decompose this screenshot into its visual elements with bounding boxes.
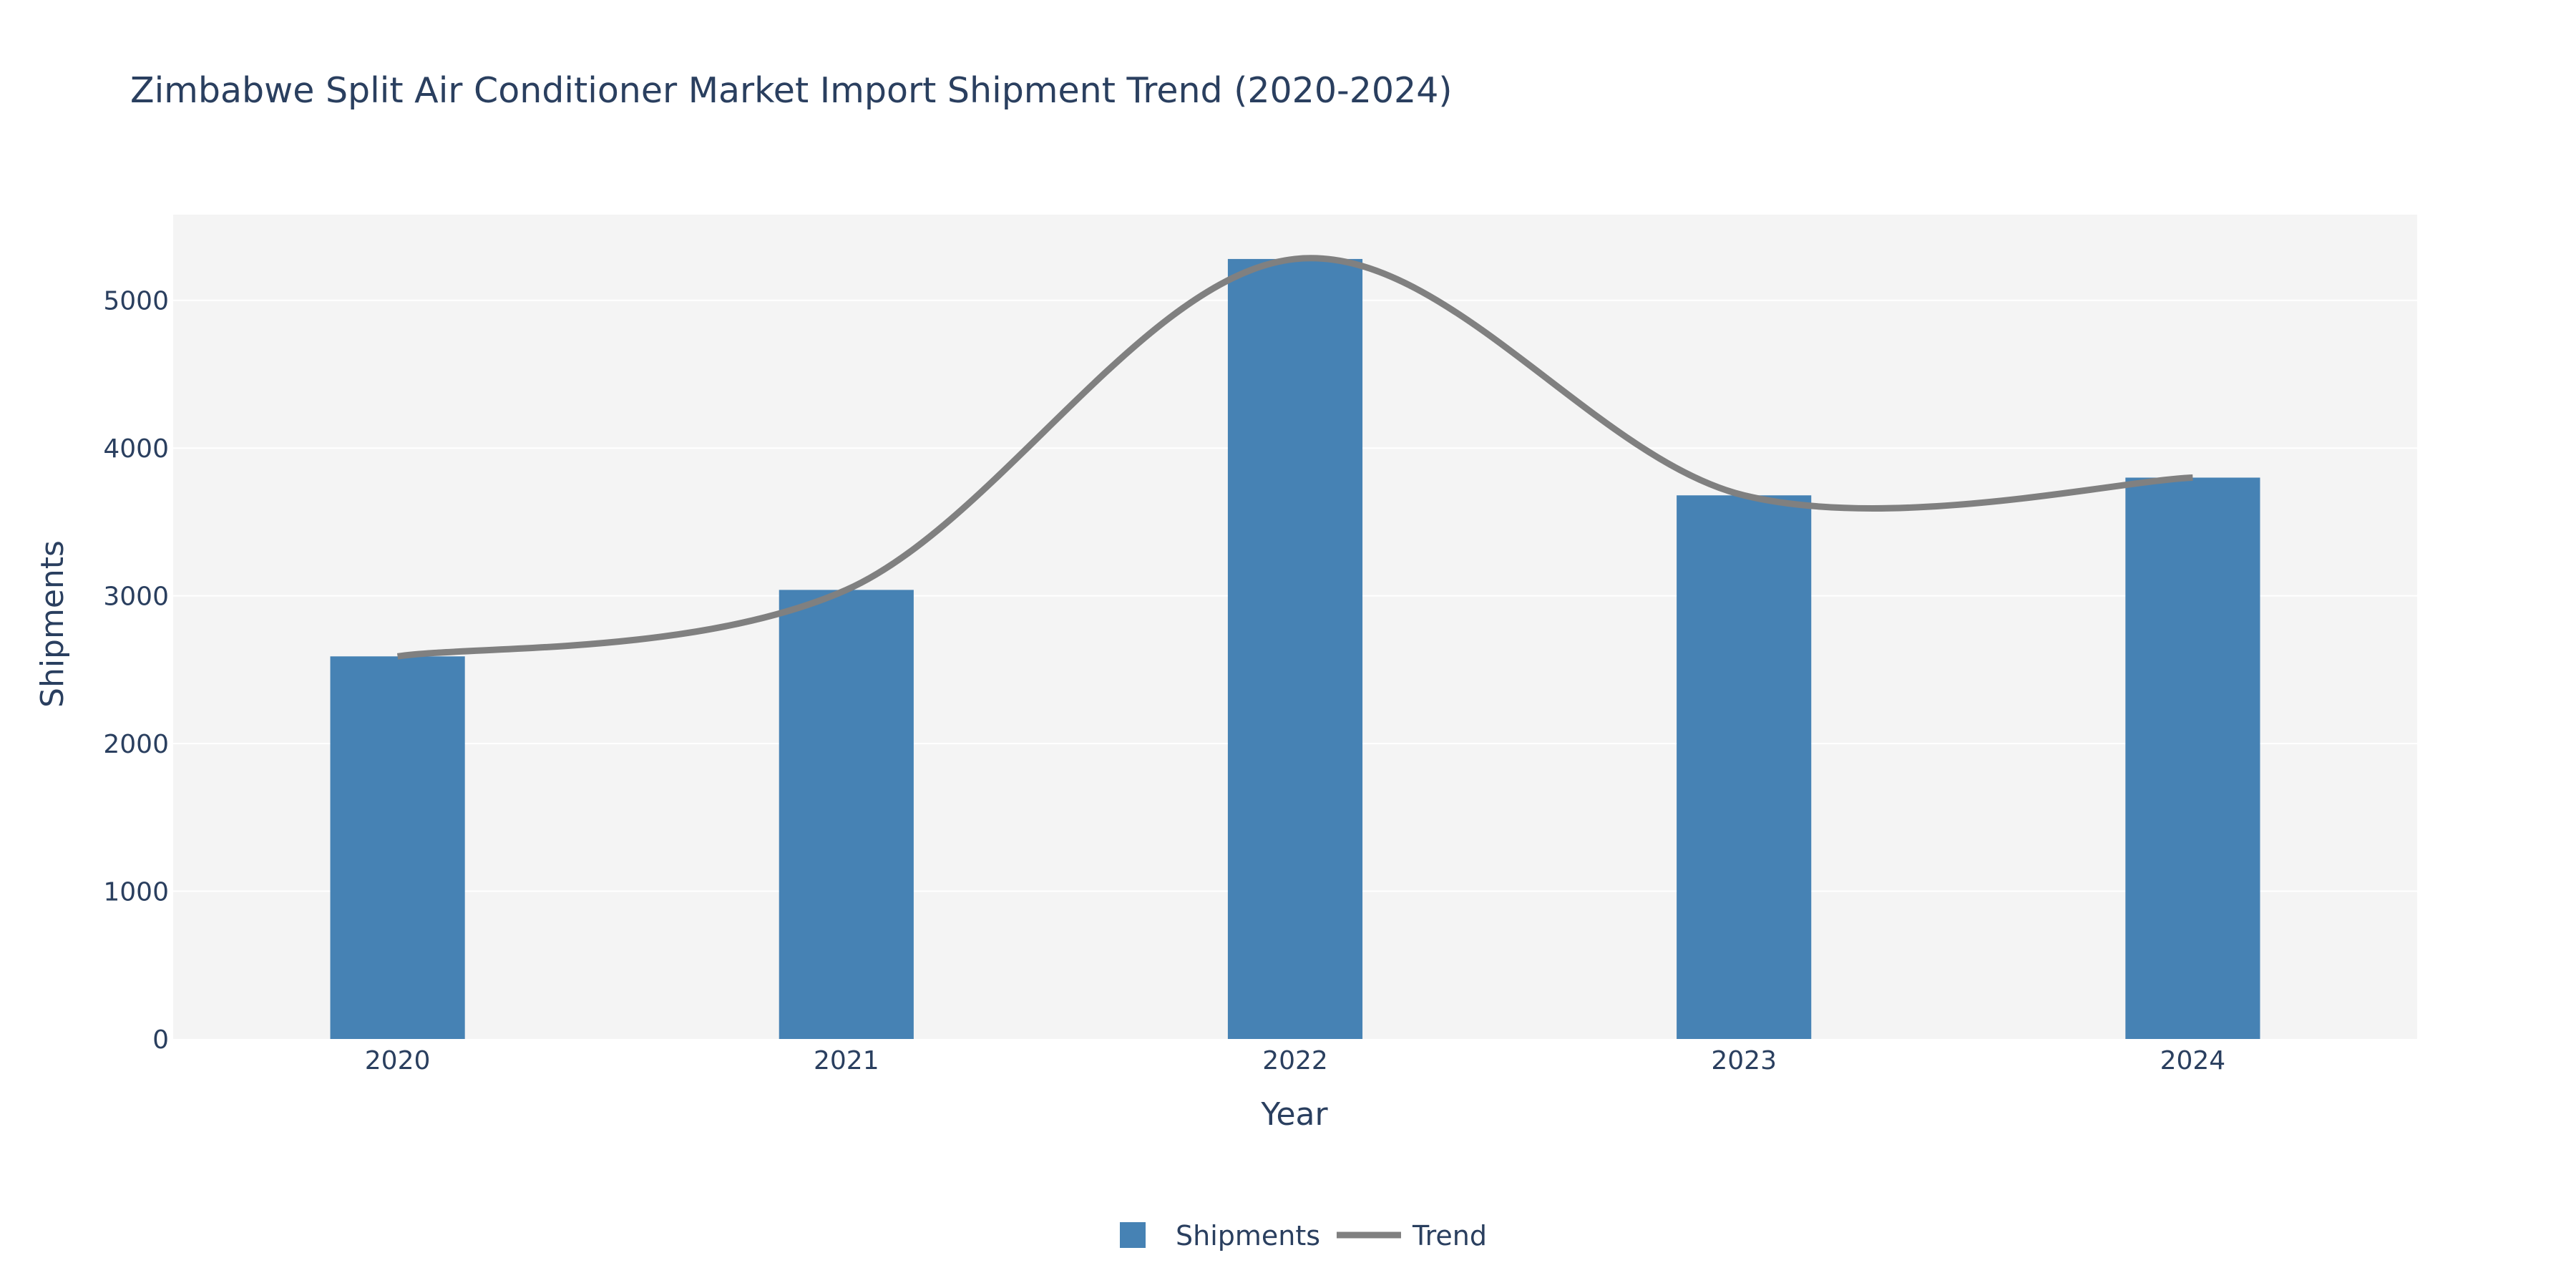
x-tick-label: 2021 — [814, 1046, 879, 1075]
chart-title: Zimbabwe Split Air Conditioner Market Im… — [130, 70, 1453, 111]
bar-2021[interactable] — [779, 590, 914, 1039]
y-axis-ticks: 0 1000 2000 3000 4000 5000 — [103, 287, 169, 1055]
legend[interactable]: Shipments Trend — [1120, 1220, 1487, 1252]
x-tick-label: 2023 — [1711, 1046, 1777, 1075]
y-tick-label: 3000 — [103, 582, 169, 612]
x-axis-ticks: 2020 2021 2022 2023 2024 — [365, 1046, 2225, 1075]
y-tick-label: 5000 — [103, 287, 169, 316]
legend-swatch-shipments — [1120, 1222, 1146, 1248]
y-axis-label: Shipments — [34, 540, 71, 708]
bar-2023[interactable] — [1677, 495, 1812, 1039]
y-tick-label: 4000 — [103, 434, 169, 464]
y-tick-label: 2000 — [103, 730, 169, 759]
bar-2020[interactable] — [330, 656, 465, 1039]
bar-2024[interactable] — [2125, 477, 2260, 1039]
bars[interactable] — [330, 258, 2260, 1039]
y-tick-label: 1000 — [103, 878, 169, 907]
x-tick-label: 2020 — [365, 1046, 431, 1075]
legend-label-trend[interactable]: Trend — [1412, 1220, 1487, 1252]
bar-2022[interactable] — [1227, 258, 1363, 1039]
y-tick-label: 0 — [152, 1025, 169, 1055]
x-axis-label: Year — [1260, 1096, 1328, 1133]
trend-line[interactable] — [396, 255, 2193, 660]
x-tick-label: 2022 — [1262, 1046, 1328, 1075]
x-tick-label: 2024 — [2160, 1046, 2226, 1075]
legend-label-shipments[interactable]: Shipments — [1176, 1220, 1320, 1252]
